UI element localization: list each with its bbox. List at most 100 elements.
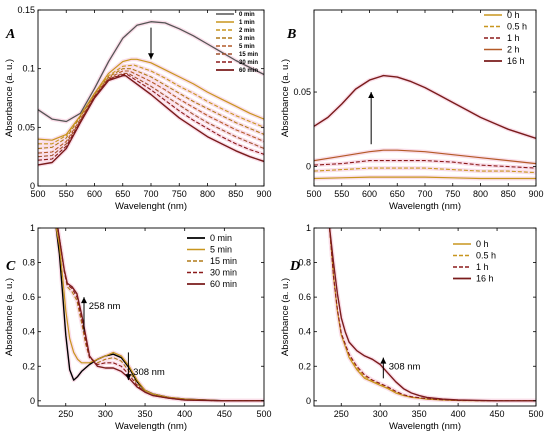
x-tick-label: 350 [412, 409, 427, 419]
legend-entry: 3 min [239, 36, 255, 42]
y-tick-label: 0 [30, 396, 35, 406]
trend-arrow-icon [80, 297, 87, 304]
series-lines [38, 21, 264, 166]
x-tick-label: 850 [501, 189, 516, 199]
legend: 0 h 0.5 h1 h 16 h [453, 239, 496, 284]
chart-panel-c: 250 300 350 400 450 500 0 0.2 0.4 0.6 0.8 1 Waveleng… [4, 223, 272, 432]
series-line-2-h [314, 149, 536, 165]
panel-letter: A [5, 27, 15, 42]
x-axis-label: Wavelenght (nm) [115, 201, 187, 212]
x-tick-label: 550 [334, 189, 349, 199]
series-line-0-h [314, 176, 536, 180]
x-tick-label: 350 [138, 409, 153, 419]
legend-entry: 15 min [239, 52, 258, 58]
y-axis-label: Absorbance (a. u.) [280, 59, 291, 137]
chart-panel-b: 500 550 600 650 700 750 800 850 900 0 0.05 Waveleng… [280, 9, 544, 212]
x-tick-label: 700 [143, 189, 158, 199]
legend-entry: 16 h [476, 274, 494, 284]
legend: 0 h 0.5 h1 h 2 h16 h [484, 10, 527, 66]
trend-arrow-icon [148, 53, 154, 60]
legend-entry: 60 min [210, 279, 237, 289]
y-tick-label: 0.2 [22, 361, 35, 371]
x-tick-label: 850 [228, 189, 243, 199]
legend-entry: 5 min [239, 44, 255, 50]
x-tick-label: 750 [445, 189, 460, 199]
x-tick-label: 500 [30, 189, 45, 199]
legend-entry: 0.5 h [507, 22, 527, 32]
x-tick-label: 400 [177, 409, 192, 419]
x-tick-label: 600 [362, 189, 377, 199]
series-line-60-min [57, 228, 264, 402]
legend-entry: 0 h [507, 10, 520, 20]
series-line-15-min [38, 72, 264, 158]
chart-panel-d: 250 300 350 400 450 500 0 0.2 0.4 0.6 0.8 1 Waveleng… [280, 223, 544, 432]
legend-entry: 60 min [239, 68, 258, 74]
trend-arrow-icon [368, 92, 375, 99]
y-tick-label: 1 [30, 223, 35, 233]
y-tick-label: 0.8 [22, 258, 35, 268]
legend-entry: 30 min [239, 60, 258, 66]
y-tick-label: 0.4 [22, 327, 35, 337]
legend-entry: 0 h [476, 239, 489, 249]
legend-entry: 1 h [476, 262, 489, 272]
legend-entry: 0.5 h [476, 251, 496, 261]
x-tick-label: 500 [306, 189, 321, 199]
series-line-1-h [314, 160, 536, 169]
legend-entry: 15 min [210, 256, 237, 266]
series-line-0-5-h [329, 228, 536, 402]
x-tick-label: 450 [490, 409, 505, 419]
panel-letter: C [6, 259, 16, 274]
series-line-0-5-h [314, 167, 536, 174]
x-axis-label: Wavelength (nm) [389, 201, 461, 212]
series-glow-6 [38, 72, 264, 163]
series-glow-4 [314, 73, 536, 141]
series-glow [327, 228, 536, 403]
panel-letter: D [289, 259, 300, 274]
x-tick-label: 800 [200, 189, 215, 199]
legend: 0 min 1 min 2 min 3 min 5 min 15 min 30 min 60 … [216, 12, 258, 74]
x-tick-label: 650 [390, 189, 405, 199]
legend-entry: 0 min [210, 233, 232, 243]
series-line-16-h [328, 228, 536, 402]
chart-panel-a: 500 550 600 650 700 750 800 850 900 0 0.05 0.1 0.15 W… [4, 5, 272, 212]
y-tick-label: 0 [30, 181, 35, 191]
plot-frame [37, 227, 265, 407]
trend-arrow-icon [380, 357, 387, 364]
legend-entry: 16 h [507, 56, 525, 66]
y-tick-label: 0.4 [298, 327, 311, 337]
x-tick-label: 900 [256, 189, 271, 199]
peak-annotation: 308 nm [389, 362, 421, 373]
peak-annotation: 258 nm [89, 301, 121, 312]
legend-entry: 2 h [507, 45, 520, 55]
y-tick-label: 0.05 [17, 122, 35, 132]
y-tick-label: 0.6 [22, 292, 35, 302]
y-axis-label: Absorbance (a. u.) [280, 278, 291, 356]
legend-entry: 1 h [507, 33, 520, 43]
peak-annotation: 308 nm [133, 367, 165, 378]
x-tick-label: 300 [98, 409, 113, 419]
series-line-3-min [38, 68, 264, 150]
x-tick-label: 450 [217, 409, 232, 419]
y-tick-label: 1 [306, 223, 311, 233]
x-tick-label: 700 [417, 189, 432, 199]
x-axis-label: Wavelength (nm) [115, 421, 187, 432]
x-tick-label: 400 [451, 409, 466, 419]
y-tick-label: 0 [306, 396, 311, 406]
series-line-5-min [55, 228, 264, 402]
series-lines [55, 228, 264, 402]
x-tick-label: 500 [256, 409, 271, 419]
panel-letter: B [286, 27, 296, 42]
legend-entry: 2 min [239, 28, 255, 34]
y-tick-label: 0.1 [22, 64, 35, 74]
series-glow-1 [327, 228, 536, 403]
series-line-16-h [314, 74, 536, 139]
x-tick-label: 250 [334, 409, 349, 419]
legend-entry: 5 min [210, 245, 232, 255]
x-axis-label: Wavelength (nm) [389, 421, 461, 432]
legend-entry: 30 min [210, 268, 237, 278]
legend-entry: 1 min [239, 20, 255, 26]
series-line-0-min [38, 21, 264, 123]
x-tick-label: 550 [59, 189, 74, 199]
y-tick-label: 0.05 [293, 87, 311, 97]
